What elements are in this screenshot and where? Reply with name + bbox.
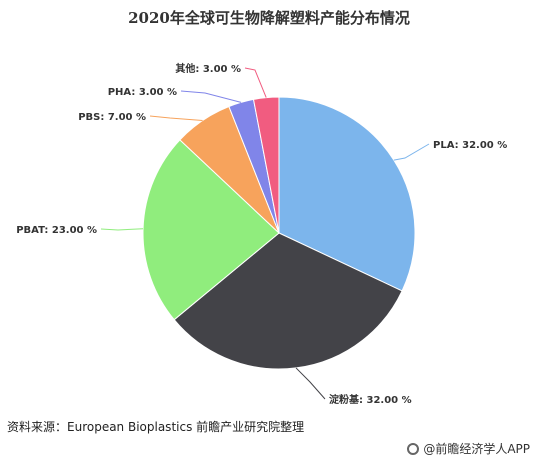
slice-label-2: PBAT: 23.00 %: [16, 225, 97, 236]
source-note: 资料来源：European Bioplastics 前瞻产业研究院整理: [7, 420, 305, 434]
leader-line-5: [244, 67, 267, 98]
pie-slice-2: [142, 139, 280, 321]
label-connectors: [100, 67, 430, 400]
leader-line-0: [393, 143, 430, 161]
slice-label-0: PLA: 32.00 %: [433, 140, 507, 151]
pie-slice-1: [173, 232, 403, 370]
leader-line-1: [295, 367, 326, 400]
leader-line-2: [100, 228, 144, 231]
slice-label-1: 淀粉基: 32.00 %: [329, 393, 412, 406]
brand-logo-icon: [407, 442, 420, 455]
brand-text: @前瞻经济学人APP: [423, 442, 530, 456]
slice-label-4: PHA: 3.00 %: [108, 87, 177, 98]
brand-watermark: @前瞻经济学人APP: [407, 440, 530, 457]
slice-labels: PLA: 32.00 % 淀粉基: 32.00 % PBAT: 23.00 % PBS…: [16, 62, 507, 406]
chart-title: 2020年全球可生物降解塑料产能分布情况: [128, 9, 410, 27]
leader-line-4: [180, 90, 242, 103]
pie-slice-0: [278, 96, 416, 292]
slice-label-5: 其他: 3.00 %: [175, 62, 241, 75]
leader-line-3: [149, 115, 203, 122]
slice-label-3: PBS: 7.00 %: [78, 112, 146, 123]
pie-slices: [142, 96, 416, 370]
